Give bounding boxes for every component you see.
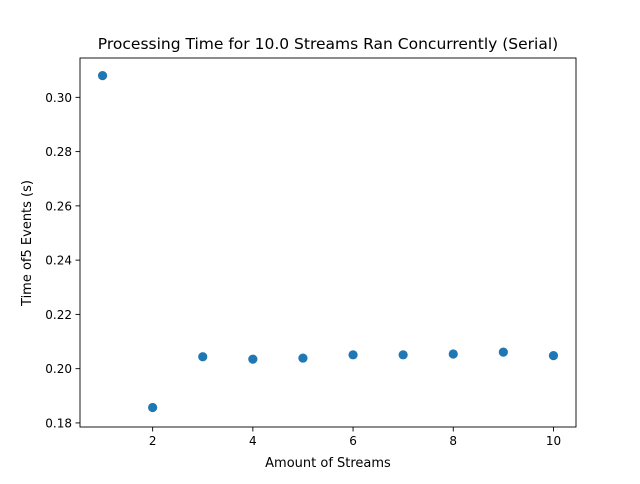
y-tick-label: 0.30 [45, 91, 72, 105]
y-tick-label: 0.26 [45, 199, 72, 213]
x-tick-label: 6 [349, 434, 357, 448]
x-tick-label: 2 [149, 434, 157, 448]
data-point [498, 347, 508, 357]
data-point [298, 353, 308, 363]
plot-area: 2 4 6 8 10 0.18 0.20 0.22 0.24 0.26 0.28 0.30 [45, 57, 577, 448]
data-point [548, 351, 559, 361]
data-point [398, 350, 408, 360]
data-point [198, 352, 208, 362]
data-point [448, 349, 458, 359]
y-tick-label: 0.24 [45, 254, 72, 268]
data-point [148, 402, 158, 413]
y-tick-label: 0.22 [45, 308, 72, 322]
x-tick-label: 8 [449, 434, 457, 448]
axes-frame [79, 57, 577, 428]
y-axis-label: Time of5 Events (s) [20, 180, 35, 307]
data-point [248, 354, 258, 364]
x-tick-label: 10 [546, 434, 561, 448]
data-point [348, 350, 358, 360]
x-tick-label: 4 [249, 434, 257, 448]
y-tick-label: 0.20 [45, 362, 72, 376]
x-axis-label: Amount of Streams [265, 456, 391, 471]
chart-title: Processing Time for 10.0 Streams Ran Con… [98, 35, 558, 53]
y-tick-label: 0.18 [45, 416, 72, 430]
data-point [97, 71, 108, 81]
y-tick-label: 0.28 [45, 145, 72, 159]
